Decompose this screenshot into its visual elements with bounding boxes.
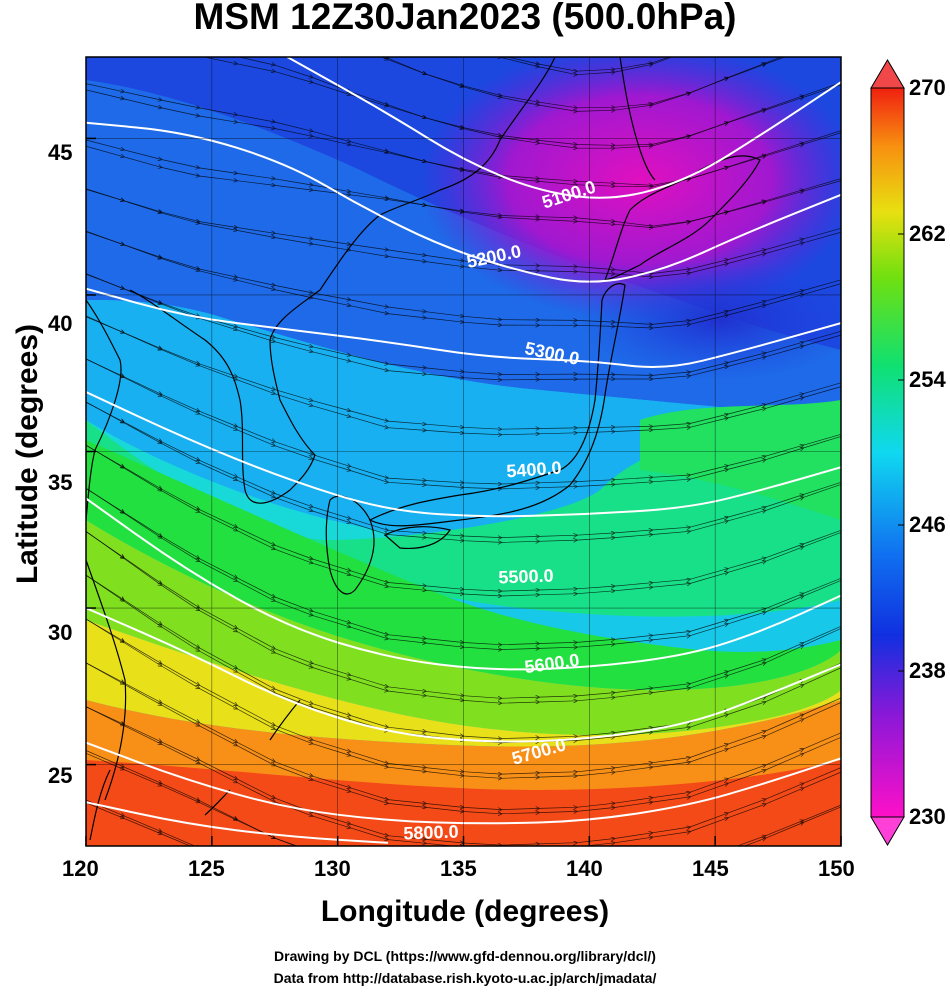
- x-tick-label: 125: [188, 856, 225, 881]
- coast-russia: [319, 57, 556, 291]
- x-tick-label: 145: [692, 856, 729, 881]
- x-tick-label: 140: [566, 856, 603, 881]
- coast-hokkaido: [604, 155, 761, 281]
- contour-line: [286, 57, 841, 199]
- y-axis-label: Latitude (degrees): [11, 323, 44, 585]
- y-tick-label: 35: [48, 470, 73, 495]
- x-tick-label: 120: [62, 856, 99, 881]
- contour-line: [86, 391, 841, 518]
- coast-china-manchuria: [86, 299, 122, 521]
- contour-line: [86, 741, 841, 825]
- contour-line: [86, 607, 841, 743]
- contour-label: 5400.0: [505, 457, 563, 482]
- y-tick-label: 40: [48, 311, 73, 336]
- x-tick-label: 135: [440, 856, 477, 881]
- colorbar-bar: [870, 87, 905, 818]
- temperature-field: [86, 57, 841, 846]
- contour-label: 5500.0: [498, 565, 555, 588]
- coast-china-south: [86, 559, 127, 801]
- axis-ticks: [85, 137, 842, 846]
- coast-kyushu: [325, 495, 375, 595]
- coast-korea: [129, 289, 321, 504]
- colorbar-tick-label: 246: [909, 512, 946, 537]
- colorbar-tick-label: 254: [909, 367, 946, 392]
- y-tick-label: 45: [48, 140, 73, 165]
- colorbar: [870, 59, 905, 846]
- y-tick-label: 25: [48, 763, 73, 788]
- contour-line: [86, 801, 389, 844]
- coast-shikoku: [383, 526, 451, 550]
- contour-line: [86, 287, 841, 368]
- colorbar-tick-label: 262: [909, 221, 946, 246]
- credit-data: Data from http://database.rish.kyoto-u.a…: [273, 970, 657, 986]
- coast-sakhalin: [619, 57, 656, 181]
- colorbar-tick-label: 270: [909, 75, 946, 100]
- x-tick-label: 150: [818, 856, 855, 881]
- x-tick-label: 130: [314, 856, 351, 881]
- coast-honshu: [368, 283, 626, 527]
- colorbar-tick-label: 230: [909, 804, 946, 829]
- contour-label: 5800.0: [402, 822, 459, 844]
- lat-lon-grid: [85, 57, 842, 846]
- colorbar-min-arrow: [870, 816, 905, 846]
- height-contours: [86, 57, 841, 844]
- contour-line: [86, 497, 841, 671]
- colorbar-max-arrow: [870, 59, 905, 89]
- y-tick-label: 30: [48, 620, 73, 645]
- coastlines: [86, 57, 761, 841]
- x-axis-label: Longitude (degrees): [320, 895, 610, 928]
- colorbar-tick-label: 238: [909, 658, 946, 683]
- contour-line: [86, 121, 841, 283]
- coast-taiwan: [89, 769, 111, 841]
- figure-title: MSM 12Z30Jan2023 (500.0hPa): [193, 0, 737, 37]
- credit-drawing: Drawing by DCL (https://www.gfd-dennou.o…: [274, 948, 656, 964]
